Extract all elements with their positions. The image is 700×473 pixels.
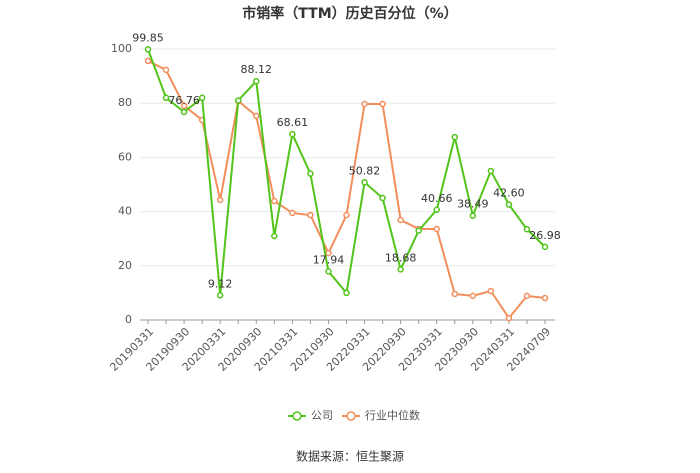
point — [451, 290, 459, 298]
point — [415, 227, 422, 234]
point — [271, 197, 278, 205]
point — [289, 130, 296, 138]
point — [325, 268, 332, 275]
y-tick-label: 0 — [125, 313, 132, 326]
point — [379, 100, 386, 108]
chart-title: 市销率（TTM）历史百分位（%） — [242, 5, 457, 22]
data-label: 99.85 — [132, 31, 164, 44]
point — [234, 97, 242, 104]
data-label: 26.98 — [529, 229, 561, 242]
legend-marker — [292, 411, 302, 421]
y-tick-label: 60 — [118, 150, 132, 163]
y-tick-label: 80 — [118, 96, 132, 109]
point — [253, 77, 260, 85]
legend-marker — [346, 411, 356, 421]
data-label: 9.12 — [208, 277, 233, 290]
point — [523, 292, 531, 300]
point — [289, 209, 296, 217]
point — [505, 201, 513, 208]
point — [433, 225, 440, 233]
legend-label: 行业中位数 — [365, 408, 420, 422]
y-tick-label: 100 — [111, 42, 132, 55]
point — [144, 46, 152, 53]
point — [216, 196, 224, 204]
point — [343, 289, 350, 297]
point — [487, 167, 495, 175]
data-label: 38.49 — [457, 198, 489, 211]
point — [469, 212, 477, 219]
point — [180, 108, 188, 116]
series-line — [147, 49, 546, 296]
point — [505, 314, 513, 322]
source: 数据来源：恒生聚源 — [296, 449, 404, 464]
point — [162, 66, 170, 74]
point — [523, 225, 531, 233]
point — [253, 112, 260, 120]
point — [307, 211, 314, 219]
legend-label: 公司 — [311, 409, 333, 422]
point — [271, 232, 278, 240]
point — [541, 243, 549, 251]
y-tick-label: 20 — [118, 259, 132, 272]
point — [361, 100, 368, 108]
data-label: 40.66 — [421, 192, 453, 205]
data-label: 76.76 — [168, 94, 200, 107]
data-label: 68.61 — [277, 116, 309, 129]
data-label: 18.68 — [385, 251, 417, 264]
point — [198, 94, 206, 102]
point — [487, 287, 495, 295]
data-label: 17.94 — [313, 253, 345, 266]
point — [361, 179, 368, 186]
point — [397, 216, 404, 224]
point — [433, 206, 440, 214]
point — [216, 292, 224, 299]
point — [144, 57, 152, 65]
y-tick-label: 40 — [118, 205, 132, 218]
point — [343, 211, 350, 219]
data-label: 50.82 — [349, 164, 381, 177]
point — [451, 133, 459, 141]
data-label: 42.60 — [493, 187, 525, 200]
point — [469, 292, 477, 300]
data-label: 88.12 — [241, 63, 273, 76]
point — [379, 194, 386, 202]
point — [162, 94, 170, 102]
point — [307, 170, 314, 177]
point — [180, 102, 188, 110]
point — [397, 266, 404, 273]
point — [541, 294, 549, 302]
